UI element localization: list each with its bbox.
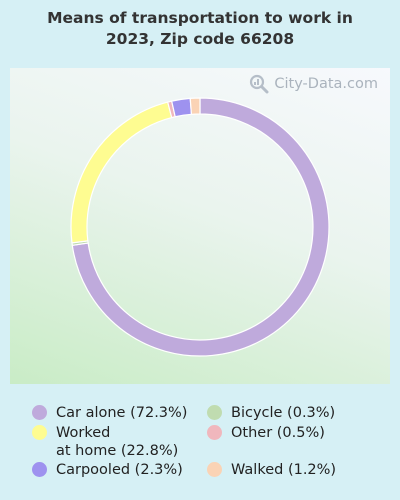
legend-swatch — [32, 462, 47, 477]
legend-item-bicycle: Bicycle (0.3%) — [207, 404, 335, 422]
legend-item-car-alone: Car alone (72.3%) — [32, 404, 187, 422]
donut-chart — [70, 97, 330, 357]
legend-swatch — [207, 425, 222, 440]
chart-title-line-1: Means of transportation to work in — [47, 9, 353, 27]
chart-title-line-2: 2023, Zip code 66208 — [105, 30, 295, 48]
legend-item-worked-at-home: Worked at home (22.8%) — [32, 424, 178, 460]
legend-swatch — [207, 462, 222, 477]
legend-swatch — [207, 405, 222, 420]
legend-label: Carpooled (2.3%) — [56, 462, 183, 478]
watermark: City-Data.com — [249, 74, 378, 94]
legend-label: Bicycle (0.3%) — [231, 405, 336, 421]
legend-item-walked: Walked (1.2%) — [207, 461, 336, 479]
legend-swatch — [32, 405, 47, 420]
legend-item-other: Other (0.5%) — [207, 424, 325, 442]
chart-title: Means of transportation to work in 2023,… — [0, 8, 400, 50]
legend-label: Car alone (72.3%) — [56, 405, 188, 421]
legend-label: Other (0.5%) — [231, 425, 325, 441]
donut-slice-carpooled — [170, 97, 193, 118]
legend-swatch — [32, 425, 47, 440]
donut-slice-worked-at-home — [70, 101, 173, 244]
donut-slice-walked — [189, 97, 201, 115]
legend-label: Walked (1.2%) — [231, 462, 337, 478]
legend-item-carpooled: Carpooled (2.3%) — [32, 461, 183, 479]
magnifier-icon — [250, 74, 269, 94]
watermark-text: City-Data.com — [274, 76, 378, 92]
plot-area — [10, 68, 390, 384]
legend-label: Worked at home (22.8%) — [56, 425, 179, 459]
